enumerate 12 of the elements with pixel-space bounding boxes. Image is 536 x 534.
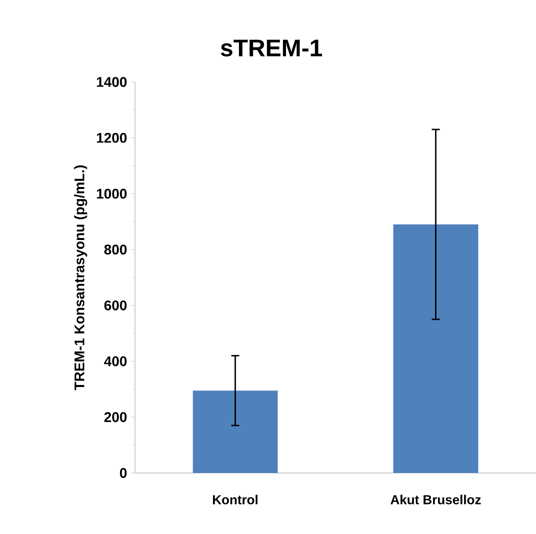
chart-title: sTREM-1 bbox=[220, 40, 322, 56]
y-tick-label: 200 bbox=[104, 412, 127, 422]
y-tick-label: 0 bbox=[120, 468, 127, 478]
x-tick-label: Kontrol bbox=[213, 494, 258, 504]
y-axis-title: TREM-1 Konsantrasyonu (pg/mL.) bbox=[74, 165, 88, 390]
x-tick-label: Akut Bruselloz bbox=[390, 494, 481, 504]
y-tick-label: 1000 bbox=[96, 188, 127, 199]
y-tick-label: 800 bbox=[104, 244, 127, 255]
y-tick-label: 1200 bbox=[96, 132, 127, 143]
y-tick-label: 600 bbox=[104, 300, 127, 310]
y-tick-label: 1400 bbox=[96, 77, 127, 87]
y-tick-label: 400 bbox=[104, 356, 127, 366]
